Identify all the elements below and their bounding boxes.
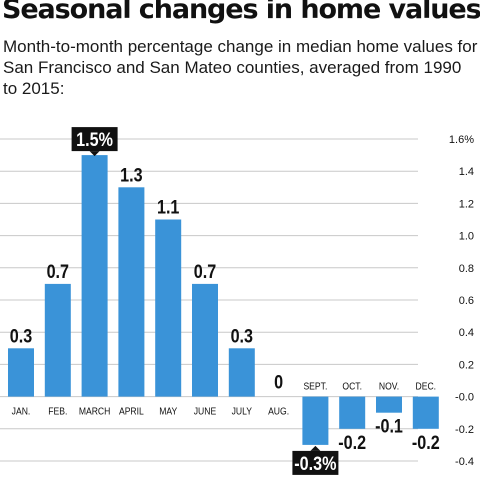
bar (81, 155, 108, 397)
data-label: 0.7 (194, 261, 217, 283)
highlight-label-box (292, 450, 339, 475)
bar (155, 219, 182, 397)
data-label: -0.2 (338, 432, 366, 454)
bar (376, 396, 402, 413)
bar (118, 187, 145, 397)
y-tick-label: 1.0 (459, 231, 474, 243)
bar (192, 283, 218, 397)
x-tick-label: JAN. (12, 406, 31, 418)
bar (8, 348, 34, 397)
y-tick-label: 0.4 (459, 327, 474, 339)
x-tick-label: NOV. (379, 381, 399, 393)
data-label: 1.3 (120, 164, 143, 186)
y-tick-label: -0.4 (455, 456, 474, 468)
y-tick-label: 1.2 (459, 198, 474, 210)
x-tick-label: JUNE (194, 406, 216, 418)
x-tick-label: OCT. (342, 381, 362, 393)
y-tick-label: 0.2 (459, 359, 474, 371)
data-label: 1.5% (76, 129, 113, 151)
bar (302, 396, 329, 445)
bar (228, 348, 255, 397)
y-tick-label: 0.8 (459, 263, 474, 275)
chart-title: Seasonal changes in home values (2, 0, 480, 25)
x-tick-label: SEPT. (303, 381, 327, 393)
y-tick-label: 0.6 (459, 295, 474, 307)
chart-subtitle: Month-to-month percentage change in medi… (3, 37, 478, 98)
x-tick-label: MAY (159, 406, 178, 418)
data-label: -0.1 (375, 415, 403, 437)
data-label: -0.2 (412, 432, 440, 454)
data-label: 1.1 (157, 196, 180, 218)
y-tick-label: 1.6% (449, 134, 474, 146)
x-tick-label: JULY (232, 406, 253, 418)
highlight-label-pointer (310, 445, 321, 451)
data-label: 0.7 (47, 261, 70, 283)
data-label: -0.3% (294, 453, 336, 475)
bar (339, 396, 366, 429)
y-tick-label: 1.4 (459, 166, 474, 178)
x-tick-label: FEB. (48, 406, 67, 418)
highlight-label-pointer (89, 151, 100, 157)
highlight-label-box (71, 127, 118, 152)
bar (412, 396, 439, 429)
y-tick-label: -0.2 (455, 424, 474, 436)
x-tick-label: AUG. (268, 406, 289, 418)
data-label: 0.3 (231, 325, 254, 347)
x-tick-label: APRIL (119, 406, 144, 418)
data-label: 0.3 (10, 325, 33, 347)
x-tick-label: MARCH (79, 406, 111, 418)
y-tick-label: -0.0 (455, 392, 474, 404)
x-tick-label: DEC. (416, 381, 437, 393)
bar (44, 283, 71, 397)
data-label: 0 (274, 371, 283, 393)
